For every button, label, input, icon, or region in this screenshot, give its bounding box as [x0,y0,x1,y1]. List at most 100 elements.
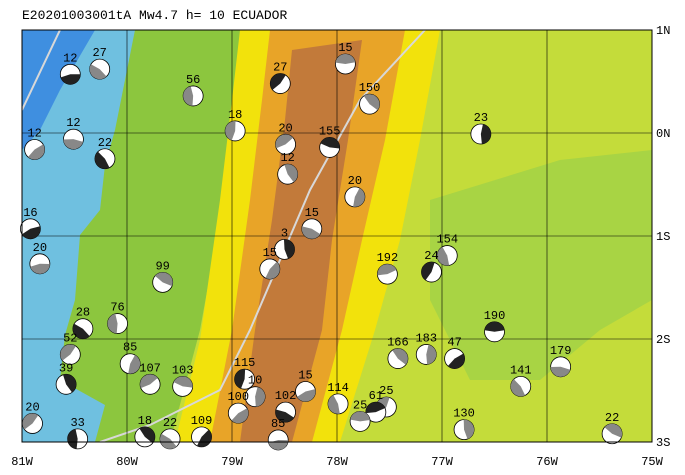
x-tick-label: 76W [536,455,558,469]
focal-mechanism [94,148,116,170]
focal-mechanism [510,375,532,397]
depth-label: 12 [66,116,80,130]
focal-mechanism [484,321,505,343]
depth-label: 22 [605,411,619,425]
y-tick-label: 3S [656,436,670,450]
focal-mechanism [139,373,161,395]
focal-mechanism [344,186,366,208]
axes: 81W 80W 79W 78W 77W 76W 75W 1N 0N 1S 2S 3S [11,24,670,469]
focal-mechanism [224,120,246,142]
depth-label: 141 [510,363,532,377]
depth-label: 56 [186,73,200,87]
depth-label: 52 [63,331,77,345]
depth-label: 24 [424,249,438,263]
beachball-quadrant [28,144,45,160]
x-tick-label: 78W [326,455,348,469]
beachball-quadrant [197,429,212,447]
beachball-quadrant [353,188,365,207]
depth-label: 190 [484,309,506,323]
beachball-quadrant [63,374,77,393]
focal-mechanism [327,393,349,415]
focal-mechanism [319,137,341,158]
focal-mechanism [227,402,249,424]
depth-label: 27 [273,61,287,75]
depth-label: 20 [278,121,292,135]
depth-label: 16 [23,206,37,220]
focal-mechanism [295,381,316,402]
depth-label: 115 [234,356,256,370]
focal-mechanism [22,413,43,434]
beachball-quadrant [297,389,316,402]
depth-label: 25 [379,384,393,398]
focal-mechanism [119,353,141,375]
depth-label: 18 [228,108,242,122]
focal-mechanism [182,85,204,107]
y-tick-label: 1S [656,230,670,244]
depth-label: 20 [25,400,39,414]
depth-label: 15 [263,246,277,260]
depth-label: 103 [172,363,194,377]
focal-mechanism [470,123,492,145]
beachball-quadrant [447,353,465,369]
y-tick-label: 0N [656,127,670,141]
depth-label: 10 [248,374,262,388]
beachball-quadrant [60,74,81,85]
depth-label: 23 [474,111,488,125]
focal-mechanism [55,373,77,395]
depth-label: 12 [280,151,294,165]
focal-mechanism [67,428,89,450]
y-tick-label: 2S [656,333,670,347]
focal-mechanism [234,368,256,390]
x-tick-label: 77W [431,455,453,469]
focal-mechanism [453,419,475,441]
beachball-quadrant [155,272,173,287]
beachball-quadrant [335,53,356,64]
beachball-quadrant [234,369,246,389]
depth-label: 166 [387,336,409,350]
depth-label: 15 [338,41,352,55]
beachball-quadrant [350,411,371,422]
depth-label: 154 [436,233,458,247]
focal-mechanism [107,313,128,334]
beachball-quadrant [94,151,110,169]
beachball-quadrant [365,402,385,414]
beachball-quadrant [320,137,340,149]
depth-label: 150 [359,81,381,95]
depth-label: 39 [59,361,73,375]
beachball-quadrant [89,64,107,80]
beachball-quadrant [377,264,397,276]
focal-mechanism [387,348,409,369]
beachball-quadrant [225,120,236,141]
focal-mechanism [349,410,371,432]
beachball-quadrant [107,313,118,334]
beachball-quadrant [480,124,491,144]
beachball-quadrant [363,94,380,111]
depth-label: 27 [92,46,106,60]
beachball-quadrant [265,261,280,279]
focal-mechanism [19,218,41,240]
focal-mechanism [172,375,194,397]
beachball-quadrant [183,86,194,106]
beachball-quadrant [463,419,475,440]
beachball-quadrant [604,423,623,438]
focal-mechanism [269,73,291,94]
beachball-quadrant [270,73,286,90]
beachball-quadrant [139,426,155,444]
focal-mechanism [376,263,398,285]
depth-label: 22 [98,136,112,150]
depth-label: 22 [163,416,177,430]
beachball-quadrant [255,386,266,407]
depth-label: 130 [453,407,475,421]
beachball-quadrant [22,413,39,430]
beachball-quadrant [510,379,526,397]
beachball-quadrant [30,263,50,274]
depth-label: 85 [271,417,285,431]
focal-mechanism [72,318,94,340]
focal-mechanism [550,356,572,378]
beachball-quadrant [328,395,340,414]
x-tick-label: 79W [221,455,243,469]
focal-mechanism [159,428,181,450]
beachball-quadrant [550,366,571,377]
x-tick-label: 80W [116,455,138,469]
